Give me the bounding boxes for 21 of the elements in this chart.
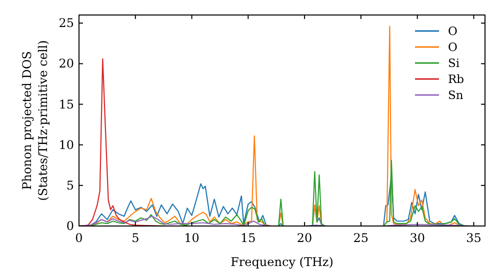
x-tick-label: 35	[466, 231, 482, 245]
y-axis-title: Phonon projected DOS (States/THz·primitive cell)	[20, 40, 50, 201]
x-tick-label: 0	[75, 231, 83, 245]
x-tick-label: 5	[132, 231, 140, 245]
x-tick-label: 30	[410, 231, 425, 245]
legend-label: O	[448, 24, 458, 38]
y-tick-label: 20	[58, 56, 74, 71]
x-tick-label: 10	[184, 231, 200, 245]
legend-label: Sn	[448, 88, 464, 102]
x-tick-label: 25	[353, 231, 369, 245]
x-tick-label: 20	[296, 231, 312, 245]
legend-label: O	[448, 40, 458, 54]
x-tick-label: 15	[240, 231, 256, 245]
y-tick-label: 15	[58, 97, 74, 112]
x-axis-title: Frequency (THz)	[230, 255, 334, 269]
y-tick-label: 0	[66, 219, 74, 233]
legend-label: Rb	[448, 72, 464, 86]
legend-label: Si	[448, 56, 460, 70]
y-tick-label: 25	[58, 16, 74, 30]
y-tick-label: 10	[58, 138, 74, 152]
y-tick-label: 5	[66, 178, 74, 192]
